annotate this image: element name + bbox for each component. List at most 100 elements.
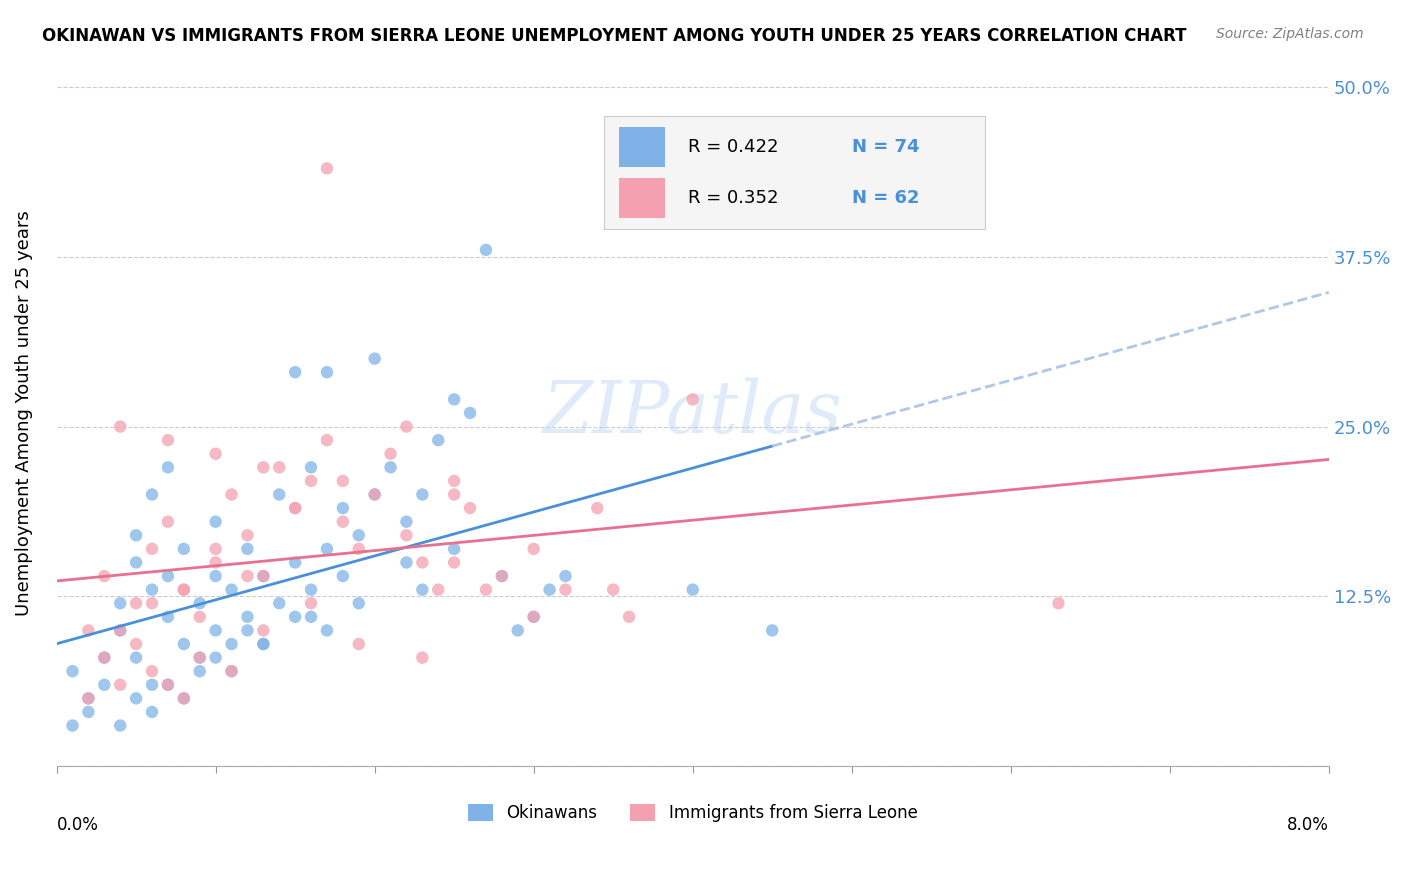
Point <box>458 501 481 516</box>
Point <box>141 705 163 719</box>
Text: 0.0%: 0.0% <box>56 816 98 834</box>
Point <box>347 637 370 651</box>
Point <box>173 582 195 597</box>
Point <box>110 624 132 638</box>
Point <box>411 650 433 665</box>
Point <box>236 610 259 624</box>
Point <box>491 569 513 583</box>
Text: Source: ZipAtlas.com: Source: ZipAtlas.com <box>1216 27 1364 41</box>
Point <box>221 487 243 501</box>
Point <box>617 610 640 624</box>
Point <box>363 487 385 501</box>
Point <box>93 650 115 665</box>
Point <box>332 569 354 583</box>
Point <box>299 596 322 610</box>
Point <box>221 637 243 651</box>
Point <box>427 433 450 447</box>
Point <box>395 515 418 529</box>
Point <box>221 664 243 678</box>
Point <box>316 433 339 447</box>
Point <box>141 664 163 678</box>
Point <box>475 582 498 597</box>
Point <box>347 541 370 556</box>
Point <box>316 541 339 556</box>
Point <box>332 515 354 529</box>
Point <box>125 556 148 570</box>
Point <box>411 582 433 597</box>
Point <box>204 569 226 583</box>
Point <box>141 487 163 501</box>
Point <box>141 596 163 610</box>
Point <box>221 664 243 678</box>
Point <box>284 556 307 570</box>
Point <box>188 610 211 624</box>
Legend: Okinawans, Immigrants from Sierra Leone: Okinawans, Immigrants from Sierra Leone <box>461 797 924 829</box>
Point <box>125 637 148 651</box>
Point <box>506 624 529 638</box>
Point <box>93 678 115 692</box>
Point <box>125 691 148 706</box>
Point <box>236 569 259 583</box>
Point <box>173 691 195 706</box>
Point <box>363 487 385 501</box>
Point <box>252 637 274 651</box>
Point <box>380 460 402 475</box>
Point <box>458 406 481 420</box>
Point <box>77 691 100 706</box>
Point <box>299 582 322 597</box>
Point <box>380 447 402 461</box>
Point <box>93 650 115 665</box>
Point <box>363 351 385 366</box>
Point <box>125 528 148 542</box>
Point <box>221 582 243 597</box>
Point <box>141 678 163 692</box>
Point <box>236 624 259 638</box>
Point <box>204 447 226 461</box>
Point <box>110 419 132 434</box>
Point <box>523 610 546 624</box>
Point <box>443 392 465 407</box>
Point <box>173 637 195 651</box>
Point <box>523 610 546 624</box>
Point <box>269 487 291 501</box>
Point <box>602 582 624 597</box>
Point <box>204 556 226 570</box>
Point <box>443 474 465 488</box>
Point <box>395 528 418 542</box>
Point <box>761 624 783 638</box>
Point <box>523 541 546 556</box>
Point <box>347 596 370 610</box>
Point <box>395 556 418 570</box>
Point <box>252 460 274 475</box>
Point <box>110 678 132 692</box>
Point <box>252 569 274 583</box>
Point <box>77 705 100 719</box>
Point <box>475 243 498 257</box>
Point <box>188 650 211 665</box>
Point <box>299 474 322 488</box>
Point <box>62 664 84 678</box>
Point <box>156 515 179 529</box>
Point <box>77 691 100 706</box>
Point <box>586 501 609 516</box>
Point <box>443 487 465 501</box>
Point <box>156 460 179 475</box>
Point <box>554 582 576 597</box>
Point <box>299 460 322 475</box>
Point <box>682 392 704 407</box>
Point <box>156 569 179 583</box>
Point <box>284 501 307 516</box>
Point <box>411 487 433 501</box>
Point <box>173 582 195 597</box>
Point <box>156 678 179 692</box>
Point <box>110 596 132 610</box>
Point <box>347 528 370 542</box>
Point <box>316 161 339 176</box>
Point <box>682 582 704 597</box>
Point <box>188 664 211 678</box>
Point <box>284 501 307 516</box>
Point <box>204 624 226 638</box>
Point <box>443 541 465 556</box>
Point <box>316 365 339 379</box>
Point <box>204 650 226 665</box>
